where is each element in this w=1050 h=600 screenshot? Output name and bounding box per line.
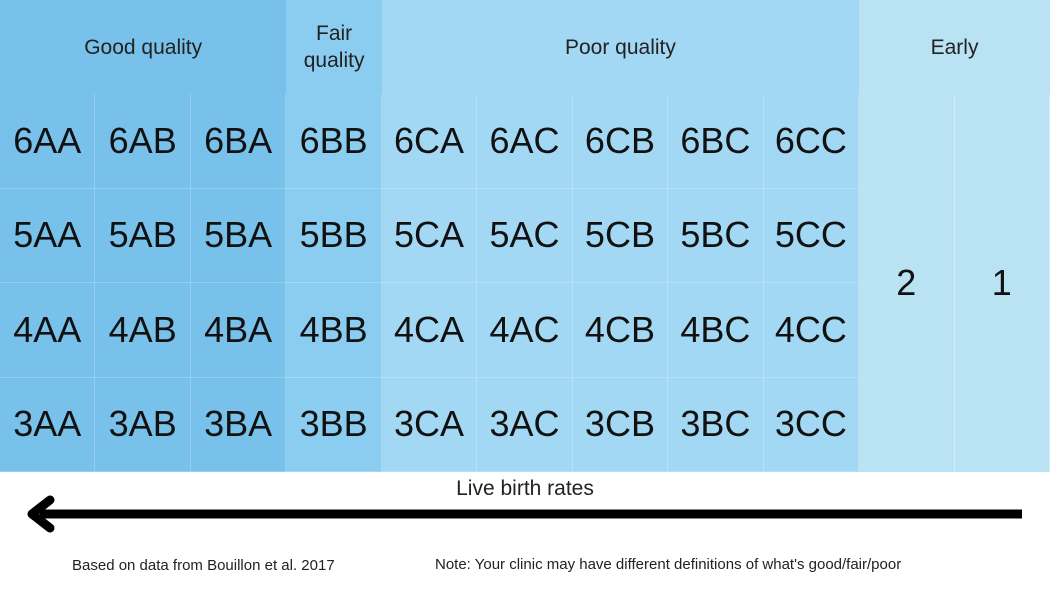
grade-cell: 4CC	[763, 283, 860, 378]
grade-cell: 3CC	[763, 377, 860, 472]
grade-cell: 3BC	[668, 377, 764, 472]
grade-cell: 3CB	[572, 377, 669, 472]
clinic-note: Note: Your clinic may have different def…	[435, 556, 902, 573]
grade-cell: 4CB	[572, 283, 669, 378]
grade-cell: 4AC	[477, 283, 573, 378]
grade-cell: 5BA	[190, 188, 287, 283]
arrow-label: Live birth rates	[456, 477, 594, 500]
grade-cell: 3AC	[477, 377, 573, 472]
group-header-poor: Poor quality	[381, 0, 860, 94]
grade-cell: 5CB	[572, 188, 669, 283]
group-header-good: Good quality	[0, 0, 287, 94]
grade-cell: 4BC	[668, 283, 764, 378]
early-stage-cell: 1	[954, 94, 1050, 472]
grade-cell: 5BC	[668, 188, 764, 283]
grade-cell: 3BB	[286, 377, 382, 472]
grade-cell: 4AA	[0, 283, 96, 378]
grade-cell: 6AB	[95, 94, 191, 189]
grade-cell: 4CA	[381, 283, 478, 378]
live-birth-rate-arrow	[27, 495, 1022, 533]
grade-cell: 6CA	[381, 94, 478, 189]
grade-cell: 5AB	[95, 188, 191, 283]
grade-cell: 3CA	[381, 377, 478, 472]
grade-cell: 5AA	[0, 188, 96, 283]
grade-cell: 3AA	[0, 377, 96, 472]
grade-cell: 4BB	[286, 283, 382, 378]
grade-cell: 5BB	[286, 188, 382, 283]
grade-cell: 5AC	[477, 188, 573, 283]
grade-cell: 5CA	[381, 188, 478, 283]
grade-cell: 4AB	[95, 283, 191, 378]
early-stage-cell: 2	[859, 94, 955, 472]
grade-cell: 3AB	[95, 377, 191, 472]
source-note: Based on data from Bouillon et al. 2017	[72, 557, 335, 574]
grade-cell: 5CC	[763, 188, 860, 283]
embryo-grading-grid: Good quality Fair quality Poor quality Earl…	[0, 0, 1050, 472]
grade-cell: 6CB	[572, 94, 669, 189]
group-header-fair: Fair quality	[286, 0, 382, 94]
grade-cell: 6AC	[477, 94, 573, 189]
grade-cell: 6BC	[668, 94, 764, 189]
group-header-early: Early	[859, 0, 1050, 94]
grade-cell: 4BA	[190, 283, 287, 378]
grade-cell: 6BB	[286, 94, 382, 189]
grade-cell: 6AA	[0, 94, 96, 189]
arrow-head	[27, 495, 55, 533]
grade-cell: 3BA	[190, 377, 287, 472]
grade-cell: 6BA	[190, 94, 287, 189]
grade-cell: 6CC	[763, 94, 860, 189]
